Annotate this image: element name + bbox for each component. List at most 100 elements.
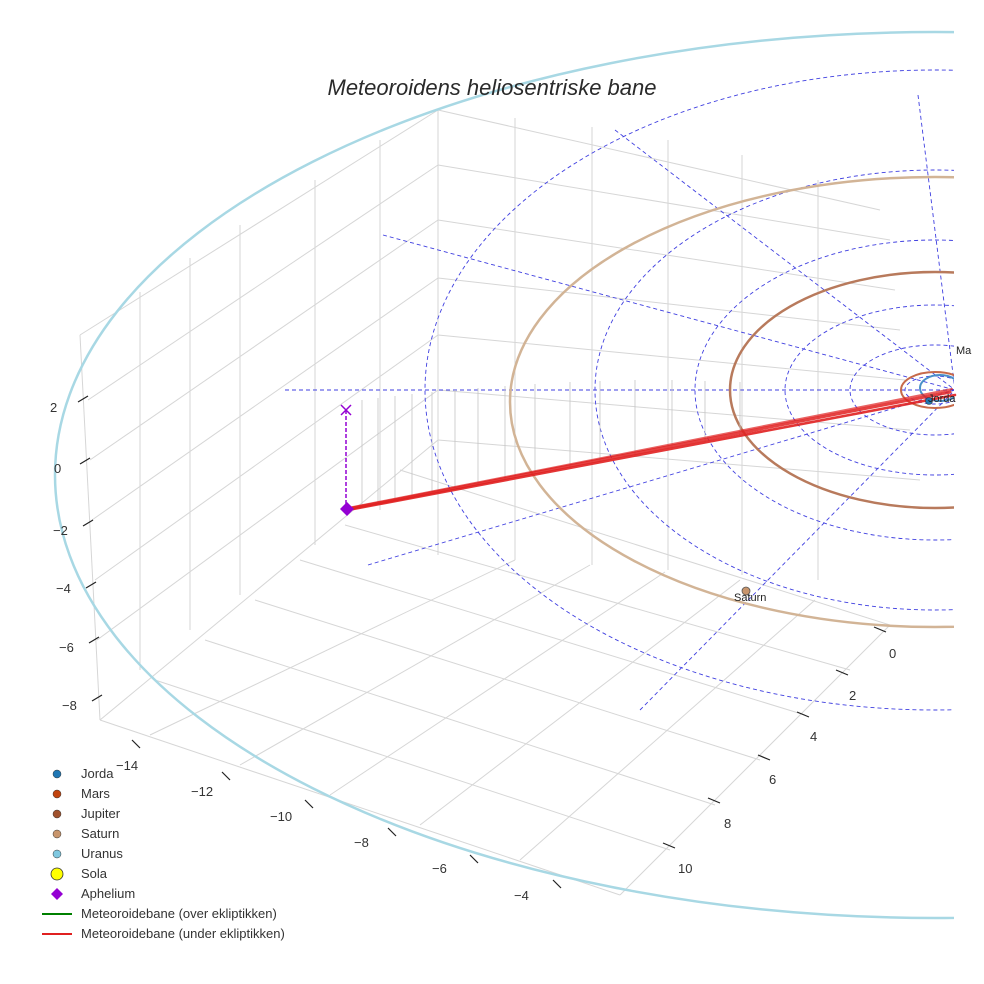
legend-item[interactable]: Jupiter [52,806,121,821]
meteoroid-path-upper [346,390,952,511]
tick-marks [77,395,887,889]
grid-line [87,164,439,401]
x-tick-label: −12 [191,784,213,799]
grid-line [437,277,901,331]
dashed-line [639,390,954,711]
planets: Saturn Jorda Ma [734,345,972,604]
z-axis-ticks: 2 0 −2 −4 −6 −8 [50,400,77,713]
grid-line [437,334,906,381]
y-tick-label: 6 [769,772,776,787]
y-tick-label: 2 [849,688,856,703]
legend-item[interactable]: Uranus [52,846,123,861]
z-tick-label: 2 [50,400,57,415]
grid-line [99,719,621,896]
mars-label: Ma [956,345,972,357]
aphelion-projection-x [340,404,352,416]
legend-label: Saturn [81,826,119,841]
y-tick-label: 8 [724,816,731,831]
earth-label: Jorda [928,393,956,405]
mars-orbit [900,371,954,409]
x-tick-label: −6 [432,861,447,876]
legend-marker-mars [52,789,62,799]
grid-line [437,164,891,241]
legend-item[interactable]: Mars [52,786,110,801]
legend-marker-aphelium [51,888,63,900]
legend-marker-uranus [52,849,62,859]
y-tick-label: 4 [810,729,817,744]
drop-lines [361,380,741,506]
legend-label: Sola [81,866,108,881]
dashed-line [614,129,954,390]
dashed-line [917,94,954,386]
grid-line [96,389,439,641]
dashed-ring [784,304,954,476]
legend-marker-saturn [52,829,62,839]
legend[interactable]: Jorda Mars Jupiter Saturn Uranus Sola Ap… [42,766,285,941]
legend-label: Mars [81,786,110,801]
legend-item[interactable]: Saturn [52,826,119,841]
grid-line [79,334,101,721]
z-tick-label: −2 [53,523,68,538]
legend-label: Meteoroidebane (over ekliptikken) [81,906,277,921]
grid-line [519,599,816,861]
planet-orbits [54,30,954,920]
saturn-label: Saturn [734,592,766,604]
legend-marker-jupiter [52,809,62,819]
grid-line [149,559,516,736]
dashed-ring [424,69,954,711]
dashed-ecliptic-lines [285,69,954,711]
x-tick-label: −8 [354,835,369,850]
grid-line [154,679,671,851]
jupiter-orbit [728,270,954,510]
dashed-line [382,234,954,391]
grid-line [619,624,891,896]
grid-line [419,579,741,826]
earth-orbit [919,374,954,402]
grid-line [344,524,851,671]
legend-item[interactable]: Aphelium [51,886,135,901]
legend-item[interactable]: Meteoroidebane (over ekliptikken) [42,906,277,921]
x-tick-label: −4 [514,888,529,903]
legend-item[interactable]: Jorda [52,766,114,781]
saturn-marker [741,586,751,596]
grid-line [329,571,666,796]
grid-line [437,109,881,211]
grid-line [99,439,439,721]
grid-line [299,559,806,716]
y-tick-label: 0 [889,646,896,661]
legend-marker-jorda [52,769,62,779]
z-tick-label: 0 [54,461,61,476]
grid-line [89,219,439,461]
legend-marker-sola [50,867,64,881]
z-tick-label: −8 [62,698,77,713]
z-tick-label: −4 [56,581,71,596]
meteoroid-path [346,388,957,512]
x-axis-ticks: −14 −12 −10 −8 −6 −4 [116,758,529,903]
x-tick-label: −10 [270,809,292,824]
z-tick-label: −6 [59,640,74,655]
grid-line [254,599,761,761]
legend-label: Uranus [81,846,123,861]
legend-label: Jorda [81,766,114,781]
meteoroid-path-lower [346,393,957,512]
y-tick-label: 10 [678,861,692,876]
saturn-orbit [508,175,954,629]
grid-line [437,219,896,291]
grid-line [79,109,439,336]
dashed-line [367,389,954,566]
uranus-orbit [54,30,954,920]
grid-line [94,334,439,581]
aphelion-marker [340,404,354,516]
legend-item[interactable]: Meteoroidebane (under ekliptikken) [42,926,285,941]
y-axis-ticks: 0 2 4 6 8 10 [678,646,896,876]
legend-item[interactable]: Sola [50,866,108,881]
x-tick-label: −14 [116,758,138,773]
dashed-ring [694,239,954,541]
grid-line [437,389,911,431]
meteoroid-path-outer [347,388,953,509]
grid-line [239,564,591,766]
legend-label: Meteoroidebane (under ekliptikken) [81,926,285,941]
legend-label: Jupiter [81,806,121,821]
grid-line [91,277,439,521]
